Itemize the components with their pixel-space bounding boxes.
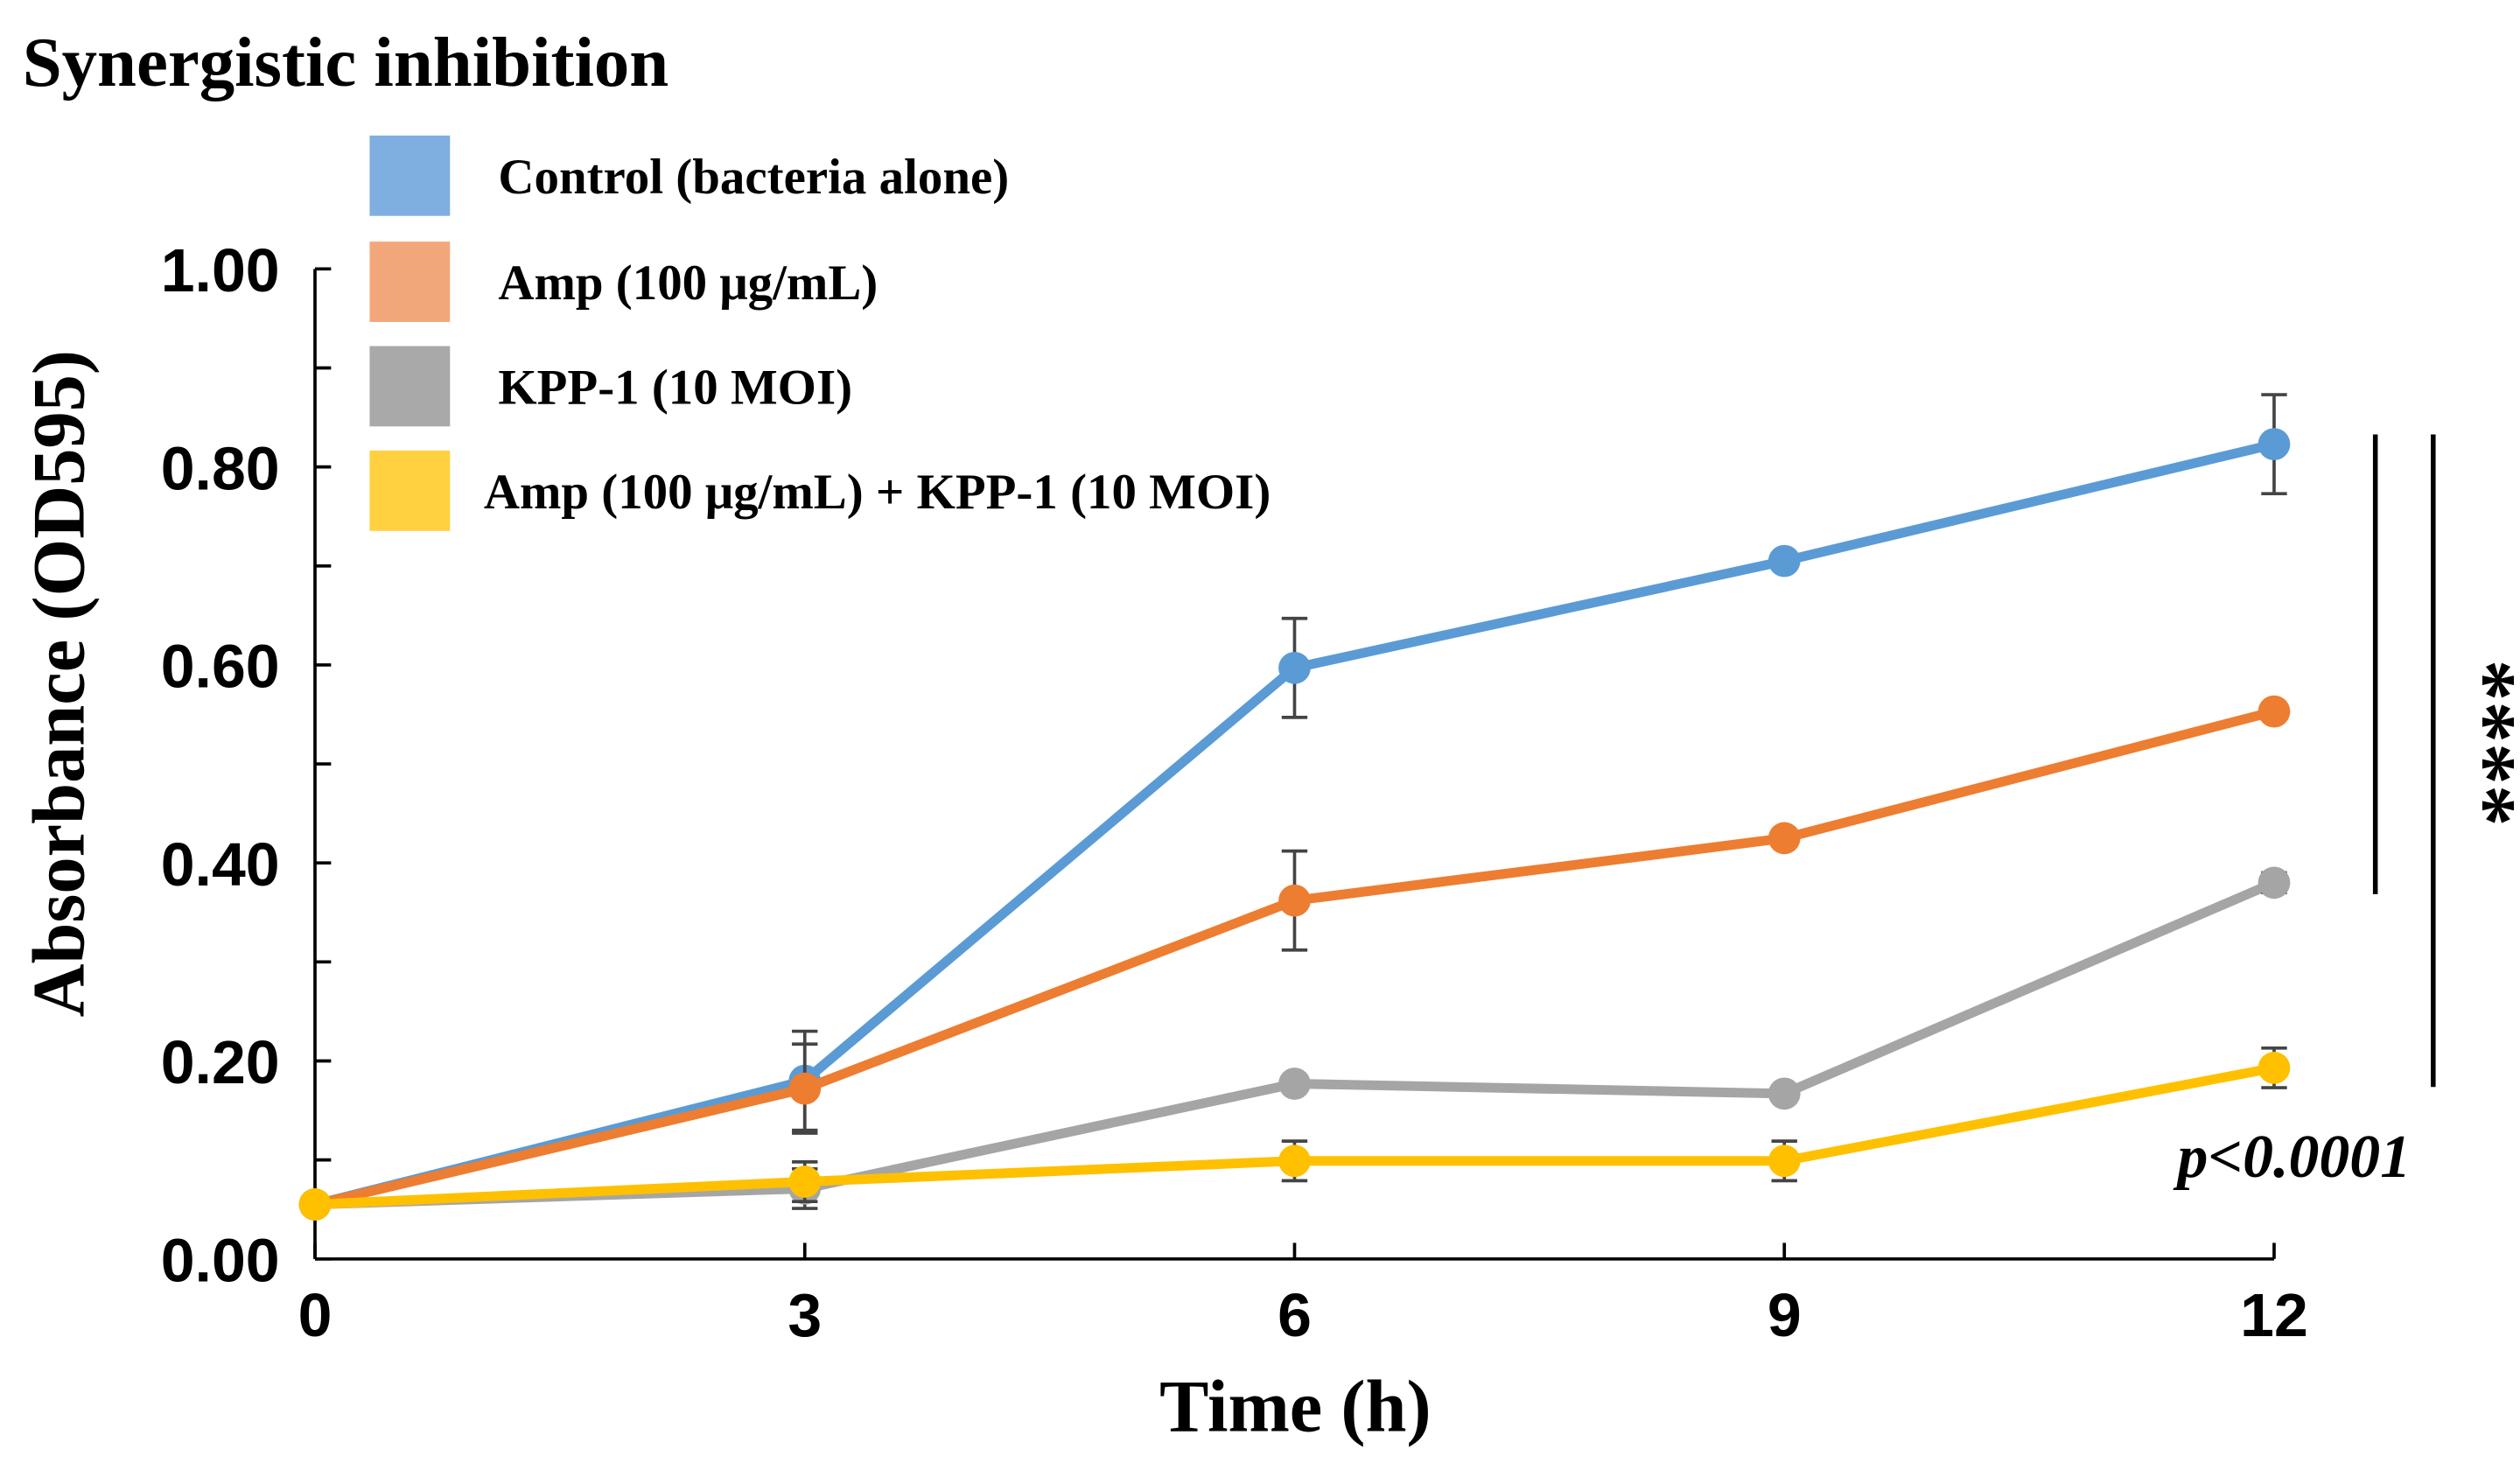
x-tick-label: 9: [1768, 1281, 1802, 1349]
data-point: [298, 1188, 332, 1221]
y-axis-label: Absorbance (OD595): [19, 350, 101, 1018]
p-value: p<0.0001: [2174, 1124, 2412, 1191]
x-tick-label: 3: [788, 1281, 822, 1349]
y-tick-label: 0.40: [161, 830, 280, 899]
legend-label: Amp (100 μg/mL) + KPP-1 (10 MOI): [484, 465, 1270, 520]
legend-label: KPP-1 (10 MOI): [498, 360, 852, 416]
y-tick-label: 0.00: [161, 1226, 280, 1294]
data-point: [2258, 1052, 2291, 1084]
data-point: [2258, 428, 2291, 460]
y-tick-label: 0.20: [161, 1028, 280, 1096]
data-point: [1278, 1068, 1311, 1100]
y-tick-label: 0.60: [161, 633, 280, 701]
data-point: [788, 1166, 822, 1198]
x-tick-label: 6: [1278, 1281, 1312, 1349]
legend-swatch: [369, 346, 451, 427]
series-3: [298, 1046, 2291, 1221]
data-point: [1278, 884, 1311, 917]
plot-area: [298, 393, 2291, 1221]
legend-swatch: [369, 242, 451, 322]
legend: Control (bacteria alone) Amp (100 μg/mL) K…: [369, 135, 1270, 531]
data-point: [1278, 651, 1311, 684]
legend-swatch: [369, 135, 451, 216]
chart-title: Synergistic inhibition: [23, 24, 669, 102]
series-0: [298, 393, 2291, 1221]
y-tick-label: 0.80: [161, 434, 280, 502]
x-tick-label: 12: [2240, 1281, 2308, 1349]
data-point: [1768, 1077, 1801, 1110]
significance-stars: ****: [2440, 660, 2520, 827]
legend-label: Control (bacteria alone): [498, 150, 1009, 205]
data-point: [1768, 822, 1801, 855]
y-tick-label: 1.00: [161, 236, 280, 304]
data-point: [1278, 1144, 1311, 1178]
legend-swatch: [369, 450, 451, 531]
data-point: [2258, 695, 2291, 728]
x-tick-label: 0: [298, 1281, 332, 1349]
series-line: [313, 706, 2276, 1209]
data-point: [1768, 544, 1801, 578]
data-point: [2258, 866, 2291, 900]
legend-label: Amp (100 μg/mL): [498, 256, 878, 311]
axes: 0.00 0.20 0.40 0.60 0.80 1.00 0 3 6 9 12: [161, 236, 2308, 1349]
data-point: [1768, 1144, 1801, 1178]
data-point: [788, 1072, 822, 1105]
x-axis-label: Time (h): [1159, 1366, 1432, 1447]
